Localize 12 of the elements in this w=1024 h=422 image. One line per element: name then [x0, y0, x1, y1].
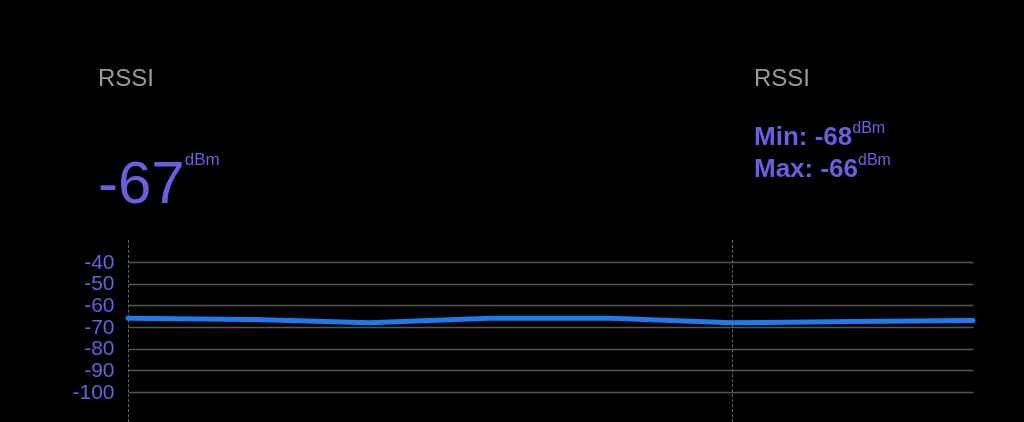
y-tick-label: -80 — [84, 336, 115, 360]
y-tick-label: -40 — [84, 249, 115, 273]
text: RSSI — [754, 64, 811, 92]
y-tick-label: -70 — [84, 314, 115, 338]
y-tick-label: -50 — [84, 271, 115, 295]
text: Max: -66$^{dBm}$ — [754, 151, 891, 183]
text: -67$^{dBm}$ — [98, 148, 220, 216]
y-tick-label: -90 — [84, 357, 115, 381]
chart-title: RSSI — [98, 64, 155, 92]
y-tick-label: -60 — [84, 292, 115, 316]
y-tick-label: -100 — [72, 379, 115, 403]
text: Min: -68$^{dBm}$ — [754, 118, 886, 152]
